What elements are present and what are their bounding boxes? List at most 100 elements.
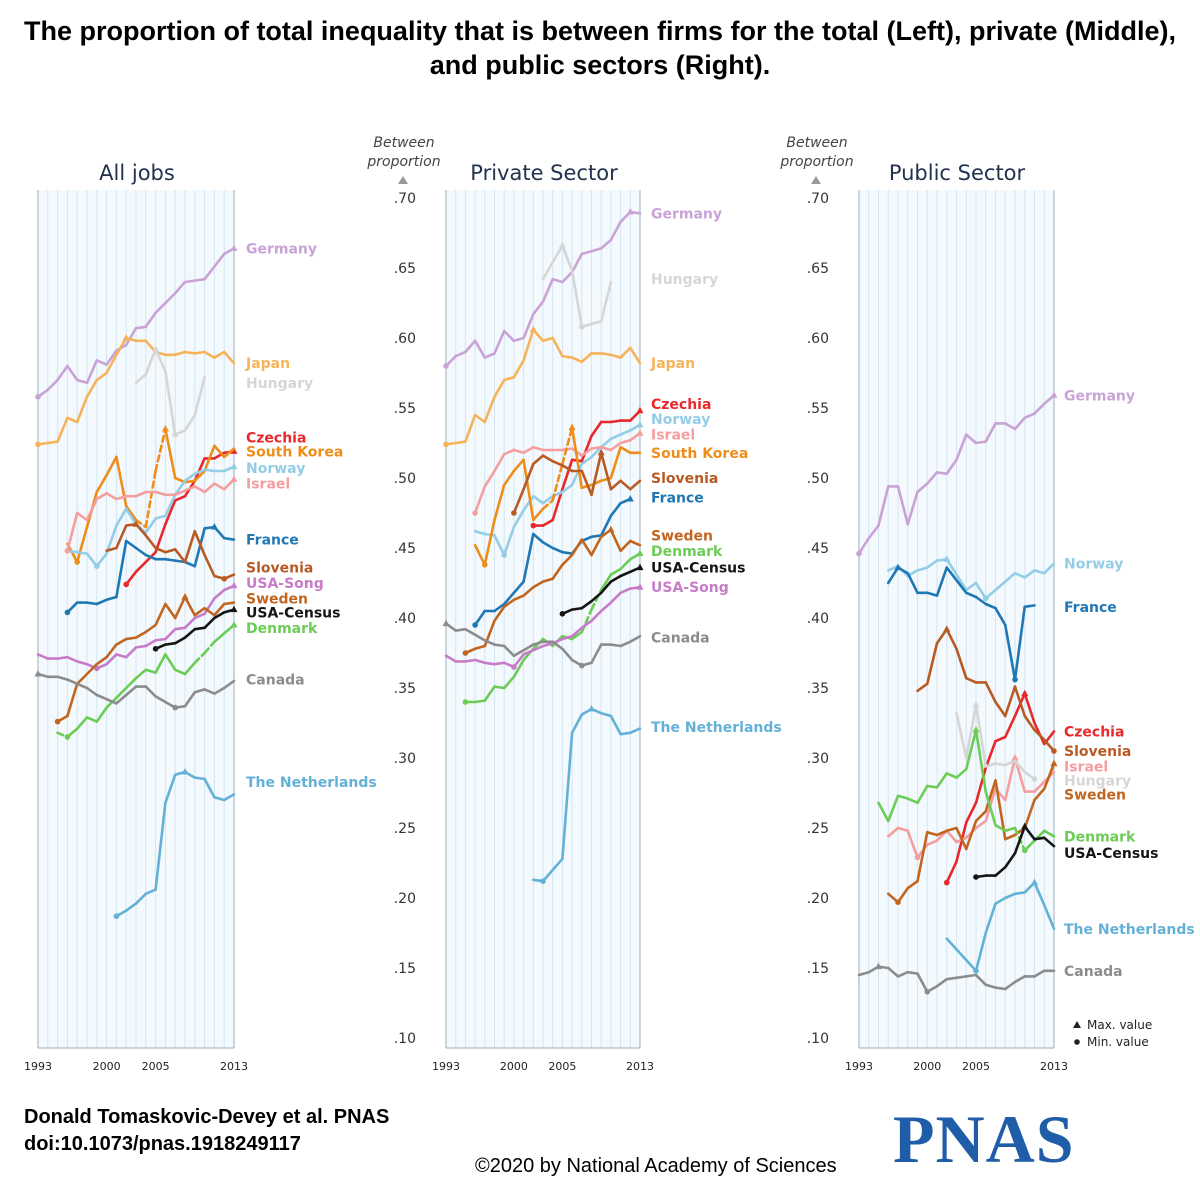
series-label-japan: Japan [245, 356, 290, 372]
series-segment [213, 252, 226, 268]
series-segment [483, 532, 496, 537]
series-segment [203, 444, 216, 473]
series-segment [95, 598, 108, 606]
series-segment [599, 352, 613, 357]
min-marker [472, 622, 478, 628]
min-marker [221, 576, 227, 582]
max-marker [597, 448, 605, 456]
series-segment [473, 339, 487, 359]
series-segment [964, 973, 978, 978]
max-value-icon [1073, 1021, 1081, 1028]
series-segment [916, 682, 929, 693]
series-hungary [134, 345, 206, 438]
series-segment [56, 416, 69, 443]
series-segment [570, 269, 584, 329]
series-segment [56, 675, 69, 681]
series-segment [531, 300, 545, 316]
min-marker [540, 878, 546, 884]
series-segment [619, 570, 632, 578]
series-segment [1033, 836, 1046, 841]
series-denmark [56, 621, 238, 740]
series-segment [454, 350, 467, 358]
series-segment [134, 518, 148, 529]
chart-panel-all-jobs: All jobs 1993 2000 2005 2013 Germany Japan Hung… [24, 161, 377, 1073]
series-segment [183, 529, 197, 564]
series-segment [1033, 780, 1046, 793]
series-segment [203, 777, 216, 799]
series-segment [203, 606, 216, 617]
series-segment [164, 773, 177, 805]
series-segment [1003, 759, 1017, 767]
series-segment [75, 672, 89, 686]
series-segment [580, 249, 593, 256]
min-marker [579, 324, 585, 330]
chart-panel-private-sector: Private Sector Between proportion .70 .65 .60… [366, 135, 781, 1073]
panel-title: All jobs [99, 161, 175, 185]
series-segment [896, 826, 910, 833]
series-label-slovenia: Slovenia [246, 561, 313, 577]
series-segment [203, 597, 216, 616]
series-segment [193, 457, 206, 483]
series-segment [886, 826, 900, 838]
series-segment [551, 462, 564, 502]
series-label-germany: Germany [651, 206, 722, 222]
y-tick-label: .45 [807, 541, 829, 557]
series-segment [164, 370, 177, 436]
series-segment [522, 462, 535, 491]
series-segment [183, 413, 197, 432]
max-marker [152, 345, 160, 352]
series-segment [609, 441, 622, 452]
y-tick-label: .65 [807, 261, 829, 277]
series-segment [580, 447, 593, 457]
series-segment [994, 762, 1007, 767]
series-segment [154, 514, 167, 520]
series-segment [541, 336, 555, 343]
y-tick-label: .50 [807, 471, 829, 487]
max-marker [972, 726, 980, 733]
series-segment [541, 641, 555, 648]
y-tick-label: .10 [807, 1031, 829, 1047]
series-segment [619, 539, 632, 553]
max-marker [230, 605, 238, 613]
pnas-logo: PNAS [893, 1101, 1075, 1177]
series-segment [619, 445, 632, 455]
series-segment [609, 419, 622, 424]
series-segment [590, 451, 603, 497]
series-segment [164, 493, 177, 518]
series-label-south-korea: South Korea [246, 444, 343, 460]
series-segment [590, 535, 603, 557]
max-marker [34, 670, 42, 677]
series-france [886, 563, 1036, 683]
x-tick-label: 2013 [220, 1060, 248, 1073]
series-israel [64, 475, 238, 554]
series-segment [1033, 787, 1046, 802]
series-segment [619, 731, 632, 736]
series-segment [955, 711, 968, 760]
series-segment [36, 653, 50, 660]
series-segment [164, 427, 177, 480]
series-segment [906, 970, 919, 975]
max-marker [943, 625, 951, 632]
series-segment [1033, 402, 1046, 415]
min-marker [924, 989, 931, 995]
min-marker [64, 609, 71, 616]
series-segment [955, 433, 968, 462]
series-segment [935, 772, 949, 789]
series-segment [124, 507, 138, 526]
series-segment [916, 566, 929, 572]
series-segment [183, 350, 197, 355]
series-segment [916, 830, 929, 883]
series-segment [115, 539, 128, 599]
panel-title: Public Sector [889, 161, 1026, 185]
y-tick-label: .65 [394, 261, 416, 277]
series-segment [925, 641, 939, 686]
series-segment [945, 937, 978, 973]
series-segment [115, 494, 128, 501]
y-axis-title-line1: Between [373, 135, 434, 151]
series-segment [183, 616, 197, 630]
copyright-notice: ©2020 by National Academy of Sciences [475, 1155, 837, 1177]
series-segment [906, 797, 919, 805]
max-marker [1021, 822, 1029, 830]
series-segment [984, 762, 997, 768]
series-segment [531, 454, 545, 466]
